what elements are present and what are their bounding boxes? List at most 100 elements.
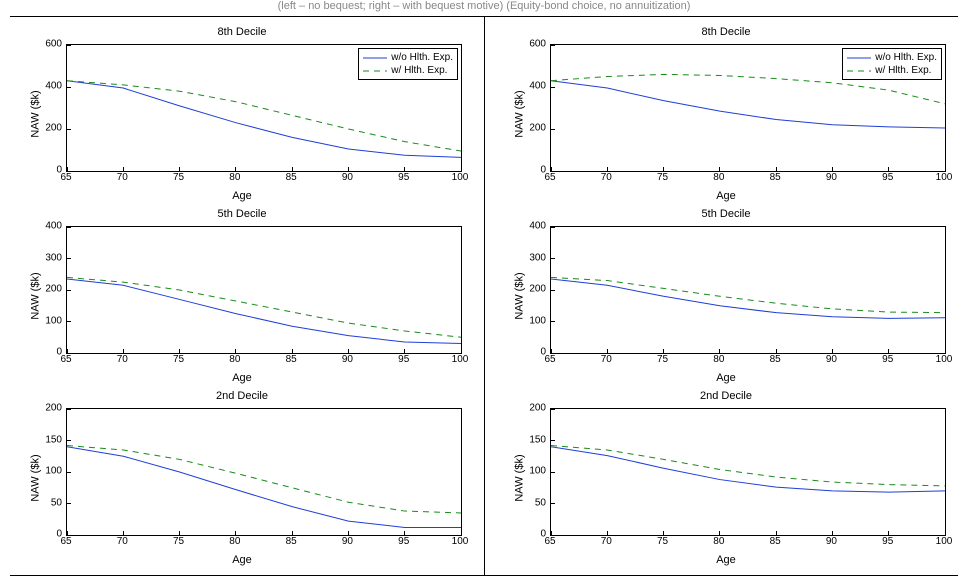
rule-bottom (10, 575, 958, 576)
x-tick-label: 85 (286, 536, 297, 547)
figure-caption: (left – no bequest; right – with bequest… (0, 0, 968, 12)
legend-item: w/o Hlth. Exp. (847, 51, 937, 64)
x-tick-label: 75 (657, 172, 668, 183)
legend-item: w/ Hlth. Exp. (363, 64, 453, 77)
x-tick-label: 95 (398, 172, 409, 183)
x-tick-label: 85 (770, 536, 781, 547)
legend-swatch (847, 66, 871, 76)
legend-swatch (363, 66, 387, 76)
plot-area: w/o Hlth. Exp.w/ Hlth. Exp. (550, 44, 946, 172)
y-tick-label: 50 (51, 497, 62, 508)
y-tick-label: 600 (45, 39, 62, 50)
chart-panel: 5th DecileNAW ($k)Age6570758085909510001… (10, 208, 474, 384)
chart-panel: 8th DecileNAW ($k)w/o Hlth. Exp.w/ Hlth.… (494, 26, 958, 202)
y-tick-label: 400 (529, 221, 546, 232)
x-tick-label: 100 (452, 172, 469, 183)
panel-title: 2nd Decile (10, 390, 474, 402)
x-axis-label: Age (494, 554, 958, 566)
x-tick-label: 70 (117, 354, 128, 365)
y-tick-label: 200 (45, 123, 62, 134)
x-tick-label: 80 (713, 536, 724, 547)
y-tick-label: 400 (45, 81, 62, 92)
series-s1 (67, 447, 461, 528)
series-s1 (551, 279, 945, 318)
y-tick-label: 200 (529, 403, 546, 414)
x-axis-label: Age (494, 190, 958, 202)
series-s2 (67, 446, 461, 513)
series-svg (67, 409, 461, 535)
legend-item: w/ Hlth. Exp. (847, 64, 937, 77)
y-tick-label: 0 (540, 347, 546, 358)
legend: w/o Hlth. Exp.w/ Hlth. Exp. (358, 48, 458, 80)
series-s1 (67, 81, 461, 158)
y-tick-label: 200 (529, 123, 546, 134)
plot-area (66, 226, 462, 354)
legend-item: w/o Hlth. Exp. (363, 51, 453, 64)
y-axis-label: NAW ($k) (514, 272, 526, 319)
x-tick-label: 90 (826, 536, 837, 547)
x-tick-label: 80 (713, 354, 724, 365)
plot-area (66, 408, 462, 536)
x-tick-label: 100 (936, 172, 953, 183)
x-tick-label: 75 (173, 172, 184, 183)
x-tick-label: 80 (229, 354, 240, 365)
x-tick-label: 100 (936, 354, 953, 365)
y-axis-label: NAW ($k) (30, 272, 42, 319)
x-tick-label: 95 (398, 354, 409, 365)
panel-title: 5th Decile (10, 208, 474, 220)
legend-label: w/ Hlth. Exp. (391, 64, 447, 77)
y-tick-label: 100 (45, 466, 62, 477)
panel-title: 5th Decile (494, 208, 958, 220)
series-s1 (67, 279, 461, 344)
y-axis-label: NAW ($k) (514, 454, 526, 501)
x-tick-label: 85 (286, 172, 297, 183)
y-tick-label: 0 (56, 165, 62, 176)
y-tick-label: 200 (45, 284, 62, 295)
x-tick-label: 70 (117, 536, 128, 547)
x-tick-label: 70 (117, 172, 128, 183)
x-tick-label: 90 (342, 172, 353, 183)
legend: w/o Hlth. Exp.w/ Hlth. Exp. (842, 48, 942, 80)
series-svg (551, 409, 945, 535)
x-tick-label: 80 (229, 536, 240, 547)
plot-area (550, 408, 946, 536)
x-tick-label: 85 (770, 354, 781, 365)
x-axis-label: Age (10, 372, 474, 384)
x-tick-label: 95 (882, 536, 893, 547)
x-axis-label: Age (10, 190, 474, 202)
y-axis-label: NAW ($k) (30, 454, 42, 501)
x-tick-label: 90 (826, 354, 837, 365)
legend-swatch (363, 53, 387, 63)
y-tick-label: 150 (45, 434, 62, 445)
y-tick-label: 100 (529, 466, 546, 477)
y-tick-label: 200 (529, 284, 546, 295)
y-tick-label: 200 (45, 403, 62, 414)
series-s2 (551, 446, 945, 486)
series-s2 (67, 81, 461, 151)
x-tick-label: 70 (601, 172, 612, 183)
chart-panel: 8th Decile NAW ($k) w/o Hlth. Exp.w/ Hlth.… (10, 26, 474, 202)
x-tick-label: 80 (713, 172, 724, 183)
y-tick-label: 0 (540, 165, 546, 176)
x-tick-label: 85 (770, 172, 781, 183)
x-tick-label: 75 (173, 536, 184, 547)
x-tick-label: 75 (657, 536, 668, 547)
legend-label: w/o Hlth. Exp. (391, 51, 453, 64)
x-tick-label: 95 (882, 354, 893, 365)
x-tick-label: 95 (398, 536, 409, 547)
x-axis-label: Age (494, 372, 958, 384)
y-tick-label: 300 (45, 252, 62, 263)
x-tick-label: 100 (452, 536, 469, 547)
y-tick-label: 0 (540, 529, 546, 540)
y-tick-label: 100 (529, 315, 546, 326)
panel-title: 2nd Decile (494, 390, 958, 402)
y-tick-label: 300 (529, 252, 546, 263)
x-tick-label: 100 (936, 536, 953, 547)
y-axis-label: NAW ($k) (30, 90, 42, 137)
series-svg (67, 227, 461, 353)
panel-title: 8th Decile (10, 26, 474, 38)
y-tick-label: 0 (56, 347, 62, 358)
x-tick-label: 80 (229, 172, 240, 183)
legend-label: w/ Hlth. Exp. (875, 64, 931, 77)
series-s1 (551, 447, 945, 492)
